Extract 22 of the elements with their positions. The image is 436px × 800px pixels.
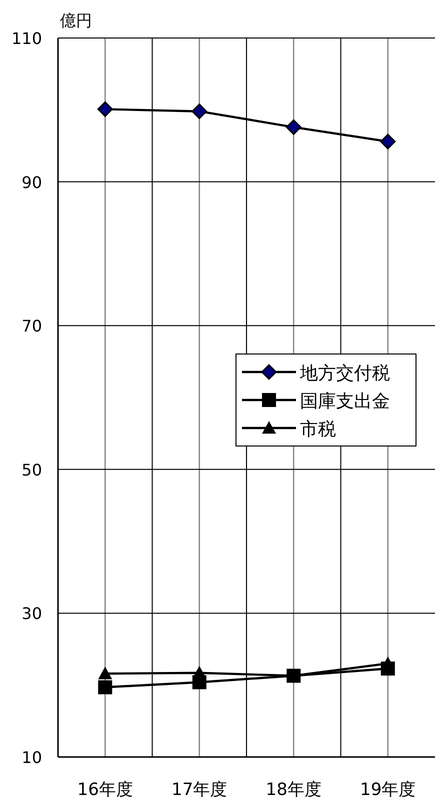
y-tick-label: 10 bbox=[22, 748, 42, 767]
x-tick-label: 17年度 bbox=[172, 780, 228, 800]
point bbox=[98, 666, 112, 680]
y-tick-label: 110 bbox=[11, 29, 42, 48]
point bbox=[380, 134, 396, 150]
point bbox=[286, 119, 302, 135]
legend-label: 市税 bbox=[300, 419, 336, 440]
point bbox=[192, 675, 206, 690]
y-axis-title: 億円 bbox=[60, 11, 92, 30]
point bbox=[97, 101, 113, 117]
point bbox=[192, 104, 208, 120]
y-tick-label: 90 bbox=[22, 172, 42, 192]
legend-label: 地方交付税 bbox=[299, 363, 390, 384]
y-tick-label: 30 bbox=[22, 604, 42, 624]
y-tick-label: 70 bbox=[22, 316, 42, 336]
point bbox=[380, 662, 395, 676]
x-tick-label: 16年度 bbox=[77, 780, 133, 800]
y-tick-label: 50 bbox=[22, 460, 42, 480]
x-tick-label: 18年度 bbox=[266, 780, 322, 800]
point bbox=[98, 680, 112, 694]
x-tick-label: 19年度 bbox=[360, 780, 416, 800]
legend-label: 国庫支出金 bbox=[300, 391, 390, 412]
